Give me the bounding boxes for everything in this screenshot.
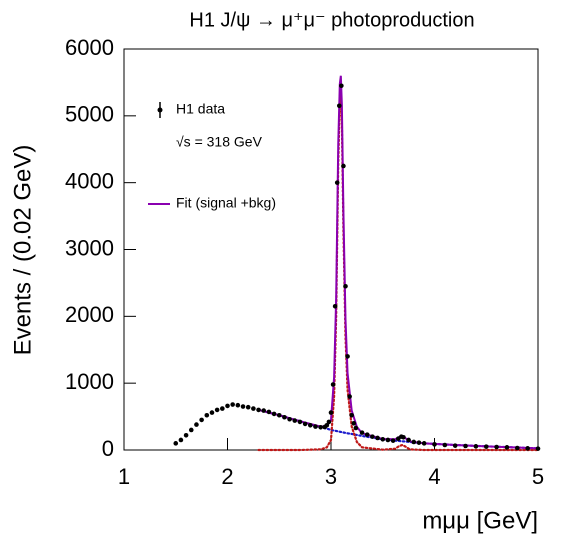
data-point xyxy=(287,416,292,422)
data-point xyxy=(266,409,272,415)
component-line xyxy=(257,93,540,452)
data-point xyxy=(370,434,375,439)
data-point xyxy=(220,406,225,411)
data-point xyxy=(452,443,458,448)
data-point xyxy=(297,419,303,425)
component-line xyxy=(257,408,540,450)
data-point xyxy=(313,424,318,429)
y-tick-label: 0 xyxy=(102,436,114,461)
data-point xyxy=(515,445,520,451)
data-point xyxy=(494,444,499,450)
data-point xyxy=(385,437,391,443)
data-point xyxy=(251,406,256,411)
data-point xyxy=(359,430,365,435)
data-point xyxy=(188,427,194,433)
data-point xyxy=(504,445,510,450)
x-tick-label: 5 xyxy=(532,464,544,489)
data-point xyxy=(282,414,287,420)
data-point xyxy=(353,425,359,431)
data-point xyxy=(204,412,210,418)
data-point xyxy=(328,410,334,415)
data-point xyxy=(483,444,489,449)
data-point xyxy=(535,446,541,451)
legend-label: H1 data xyxy=(176,101,225,117)
y-tick-label: 5000 xyxy=(65,102,114,127)
data-point xyxy=(276,412,282,418)
data-point xyxy=(375,435,380,441)
y-tick-label: 3000 xyxy=(65,235,114,260)
data-point xyxy=(473,444,479,449)
data-point xyxy=(406,437,411,443)
fit-line xyxy=(258,75,539,450)
data-point xyxy=(183,432,189,438)
data-point xyxy=(364,432,370,437)
y-tick-label: 6000 xyxy=(65,35,114,60)
data-point xyxy=(334,180,340,185)
legend-label: Fit (signal +bkg) xyxy=(176,195,276,211)
data-point xyxy=(235,402,241,408)
data-point xyxy=(256,407,261,413)
annotation: √s = 318 GeV xyxy=(176,134,263,150)
data-point xyxy=(341,163,346,169)
data-point xyxy=(339,83,344,89)
data-point xyxy=(271,411,277,417)
data-point xyxy=(178,437,184,443)
data-point xyxy=(351,420,357,426)
y-axis-label: Events / (0.02 GeV) xyxy=(9,145,36,356)
data-point xyxy=(245,404,251,410)
data-point xyxy=(349,412,355,418)
data-point xyxy=(292,418,298,423)
chart-title: H1 J/ψ → μ⁺μ⁻ photoproduction xyxy=(189,9,474,31)
data-point xyxy=(463,443,468,449)
data-point xyxy=(345,354,350,359)
data-point xyxy=(318,424,323,430)
data-point xyxy=(525,446,530,451)
y-tick-label: 2000 xyxy=(65,302,114,327)
data-point xyxy=(324,422,330,428)
data-point xyxy=(442,442,448,448)
data-point xyxy=(347,394,352,399)
x-tick-label: 4 xyxy=(428,464,440,489)
data-point xyxy=(401,435,406,440)
data-point xyxy=(390,438,396,443)
data-point xyxy=(380,437,386,442)
x-axis-label: mμμ [GeV] xyxy=(422,507,538,534)
data-point xyxy=(173,441,179,446)
data-point xyxy=(411,439,417,445)
data-point xyxy=(302,421,308,427)
data-point xyxy=(416,440,422,445)
data-point xyxy=(330,382,336,387)
data-point xyxy=(326,419,332,425)
y-tick-label: 1000 xyxy=(65,369,114,394)
data-point xyxy=(332,304,338,309)
data-point xyxy=(240,404,246,409)
x-tick-label: 1 xyxy=(118,464,130,489)
legend-marker xyxy=(157,107,163,113)
x-tick-label: 3 xyxy=(325,464,337,489)
data-point xyxy=(194,422,199,427)
y-tick-label: 4000 xyxy=(65,168,114,193)
data-point xyxy=(209,410,215,415)
data-point xyxy=(199,417,204,423)
data-point xyxy=(261,408,267,413)
x-tick-label: 2 xyxy=(221,464,233,489)
data-point xyxy=(421,441,427,446)
data-point xyxy=(225,403,230,409)
data-point xyxy=(214,407,220,413)
data-point xyxy=(230,402,235,407)
data-point xyxy=(336,103,342,109)
data-point xyxy=(343,283,348,289)
data-point xyxy=(432,442,437,447)
data-point xyxy=(308,422,313,428)
